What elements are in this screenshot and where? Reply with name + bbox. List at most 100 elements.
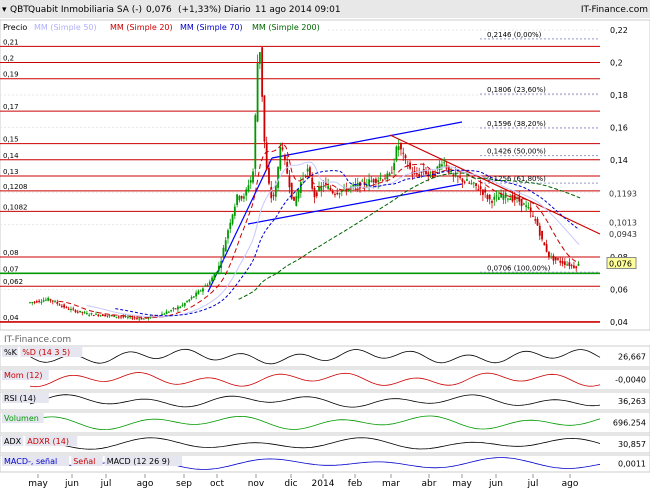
candle-body xyxy=(158,315,161,317)
candle-body xyxy=(274,184,277,197)
candle-body xyxy=(83,312,86,314)
candle-body xyxy=(233,206,236,216)
y-tick-label-3: 0,16 xyxy=(610,123,628,132)
candle-body xyxy=(265,142,268,170)
candle-body xyxy=(541,230,543,240)
candle-body xyxy=(486,194,489,200)
candle-body xyxy=(252,171,254,183)
candle-body xyxy=(559,260,562,263)
candle-body xyxy=(299,182,302,193)
panel-label-bg xyxy=(2,436,24,446)
candle-body xyxy=(479,186,482,190)
y-tick-label-1: 0,2 xyxy=(610,59,623,68)
candle-body xyxy=(263,95,266,142)
panel-label-macd-1: Señal xyxy=(73,457,95,466)
level-label-6: 0,13 xyxy=(3,168,19,176)
panel-value-stoch: 26,667 xyxy=(618,353,646,362)
x-tick-label-11: abr xyxy=(422,479,437,489)
candle-body xyxy=(345,188,348,192)
candle-body xyxy=(101,314,104,317)
candle-body xyxy=(120,316,122,318)
candle-body xyxy=(459,176,462,178)
candle-body xyxy=(92,315,95,317)
candle-body xyxy=(331,190,334,194)
candle-body xyxy=(386,173,389,180)
level-label-3: 0,17 xyxy=(3,103,19,111)
candle-body xyxy=(390,172,393,174)
candle-body xyxy=(74,310,77,313)
candle-body xyxy=(568,262,571,267)
candle-body xyxy=(49,299,52,301)
level-label-5: 0,14 xyxy=(3,152,19,160)
x-tick-label-9: feb xyxy=(348,479,363,489)
candle-body xyxy=(238,195,241,201)
fibonacci-levels: 0,2146 (0,00%) 0,1806 (23,60%) 0,1596 (38,… xyxy=(480,31,600,273)
candle-body xyxy=(370,180,373,182)
candle-body xyxy=(554,256,557,261)
x-tick-label-1: jun xyxy=(64,479,79,489)
candle-body xyxy=(113,315,116,317)
candle-body xyxy=(509,198,512,200)
candle-body xyxy=(108,315,111,317)
candle-body xyxy=(177,306,179,310)
candle-body xyxy=(313,187,316,198)
candle-body xyxy=(575,266,578,269)
candle-body xyxy=(288,175,291,188)
candle-body xyxy=(573,265,575,268)
candle-body xyxy=(88,314,91,316)
marker-box-3 xyxy=(606,257,637,270)
candle-body xyxy=(224,240,227,252)
panel-value-vol: 696.254 xyxy=(613,419,646,428)
candle-body xyxy=(140,317,143,320)
candle-body xyxy=(543,242,546,246)
candle-body xyxy=(279,147,282,169)
candle-body xyxy=(536,218,539,226)
ma200-line xyxy=(238,172,581,300)
dropdown-icon[interactable]: ▾ xyxy=(2,5,7,15)
y-tick-label-9: 0,04 xyxy=(610,318,628,327)
candle-body xyxy=(231,214,234,224)
candle-body xyxy=(217,265,220,271)
candle-body xyxy=(220,260,223,268)
level-label-2: 0,19 xyxy=(3,71,19,79)
candle-body xyxy=(570,265,573,267)
candle-body xyxy=(368,179,371,186)
candle-body xyxy=(97,314,100,316)
ma50-line xyxy=(86,161,580,318)
candle-body xyxy=(418,174,421,176)
candle-body xyxy=(502,195,505,200)
candle-body xyxy=(443,162,446,164)
channel-bottom xyxy=(247,183,463,225)
candle-body xyxy=(500,193,503,198)
candle-body xyxy=(561,261,564,264)
level-label-8: 0,1082 xyxy=(3,203,28,211)
panel-label-macd-2: MACD (12 26 9) xyxy=(107,457,170,466)
candle-body xyxy=(320,185,323,192)
candle-body xyxy=(563,261,566,265)
candle-body xyxy=(429,171,432,173)
candle-body xyxy=(281,147,284,150)
candle-body xyxy=(520,198,523,207)
fib-label-0: 0,2146 (0,00%) xyxy=(487,31,542,39)
candle-body xyxy=(111,315,113,317)
candle-body xyxy=(338,193,341,195)
level-label-0: 0,21 xyxy=(3,38,19,46)
candle-body xyxy=(293,196,295,201)
indicator-panels: %K %D (14 3 5) 26,667 Mom (12) -0,0040 RSI (1… xyxy=(0,345,650,473)
candle-body xyxy=(527,207,530,209)
candle-body xyxy=(104,314,107,317)
candle-body xyxy=(306,168,309,172)
panel-value-bg xyxy=(604,374,648,386)
level-label-11: 0,062 xyxy=(3,278,23,286)
candle-body xyxy=(47,297,50,301)
fib-label-4: 0,1256 (61,80%) xyxy=(487,175,546,183)
panel-label-macd-0: MACD-, señal xyxy=(4,457,57,466)
candle-body xyxy=(167,311,170,313)
candle-body xyxy=(434,173,437,176)
candle-body xyxy=(165,311,168,315)
candle-body xyxy=(63,304,66,308)
panel-line-stoch xyxy=(29,348,601,365)
candle-body xyxy=(213,274,216,281)
candle-body xyxy=(227,230,229,239)
